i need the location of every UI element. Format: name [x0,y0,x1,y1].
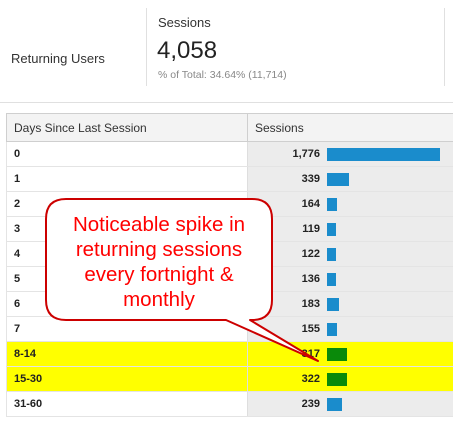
column-header-sessions[interactable]: Sessions [247,113,453,142]
callout-text: Noticeable spike in returning sessions e… [48,212,270,312]
sessions-value: 339 [301,173,320,185]
sessions-bar [327,247,336,261]
sessions-value: 1,776 [292,148,320,160]
sessions-cell: 322 [247,366,453,392]
callout-line: monthly [123,288,195,311]
sessions-bar [327,197,337,211]
metric-summary: Returning Users Sessions 4,058 % of Tota… [0,0,453,103]
segment-label: Returning Users [11,51,105,66]
callout-line: returning sessions [75,238,243,261]
sessions-bar [327,322,337,336]
sessions-bar [327,172,349,186]
table-row: 8-14 317 [6,341,453,367]
sessions-value: 322 [301,373,320,385]
metric-value: 4,058 [157,37,218,64]
sessions-value: 317 [301,348,320,360]
row-label: 7 [6,316,248,342]
sessions-bar [327,397,342,411]
column-header-days-since-last-session[interactable]: Days Since Last Session [6,113,248,142]
row-label: 31-60 [6,391,248,417]
sessions-cell: 155 [247,316,453,342]
table-row: 0 1,776 [6,141,453,167]
metric-name: Sessions [158,15,211,30]
sessions-value: 155 [301,323,320,335]
row-label: 0 [6,141,248,167]
sessions-cell: 239 [247,391,453,417]
sessions-bar [327,272,336,286]
table-row: 15-30 322 [6,366,453,392]
table-row: 31-60 239 [6,391,453,417]
metric-percent-of-total: % of Total: 34.64% (11,714) [158,69,287,81]
sessions-bar [327,347,347,361]
sessions-cell: 122 [247,241,453,267]
sessions-bar [327,372,347,386]
sessions-cell: 1,776 [247,141,453,167]
divider [146,8,147,86]
row-label: 1 [6,166,248,192]
sessions-value: 164 [301,198,320,210]
sessions-cell: 136 [247,266,453,292]
row-label: 8-14 [6,341,248,367]
sessions-cell: 317 [247,341,453,367]
sessions-cell: 164 [247,191,453,217]
callout-line: every fortnight & [84,263,234,286]
sessions-value: 239 [301,398,320,410]
table-row: 7 155 [6,316,453,342]
divider [444,8,445,86]
sessions-bar [327,297,339,311]
callout-line: Noticeable spike in [72,213,246,236]
sessions-cell: 339 [247,166,453,192]
sessions-cell: 183 [247,291,453,317]
table-row: 1 339 [6,166,453,192]
row-label: 15-30 [6,366,248,392]
sessions-bar [327,147,440,161]
sessions-bar [327,222,336,236]
table-header-row: Days Since Last Session Sessions [6,113,453,142]
sessions-cell: 119 [247,216,453,242]
